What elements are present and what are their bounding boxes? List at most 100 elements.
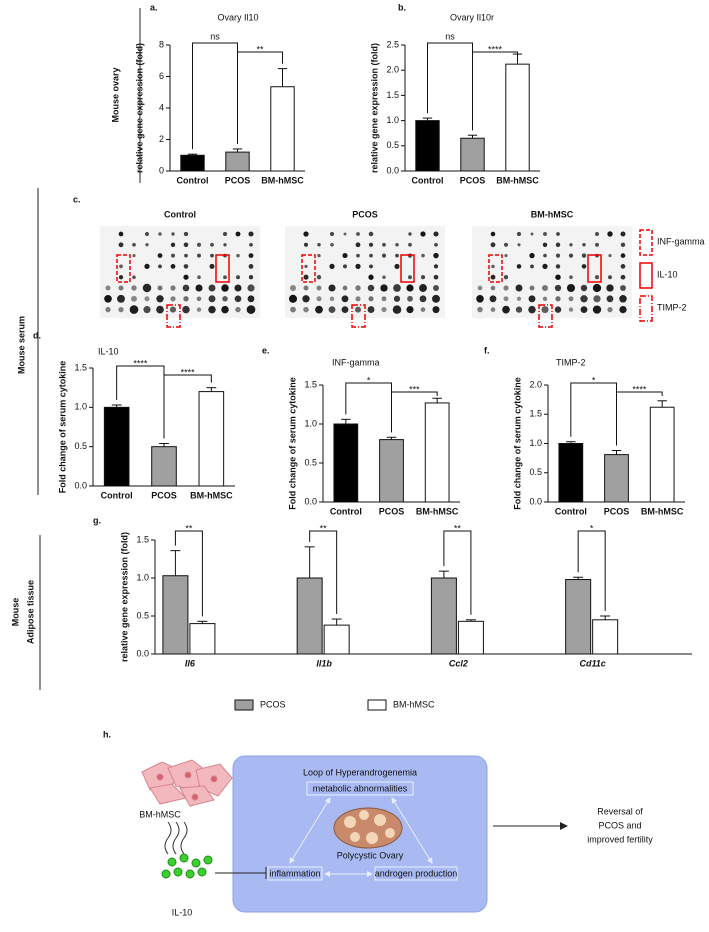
blot-dot xyxy=(529,252,535,259)
blot-dot xyxy=(247,295,255,303)
blot-dot xyxy=(131,285,137,291)
diagram-shapes xyxy=(141,755,568,913)
blot-dot xyxy=(197,275,201,279)
blot-dot xyxy=(157,253,163,258)
blot-dot xyxy=(620,285,626,291)
blot-dot xyxy=(145,243,149,247)
y-tick-label: 1.0 xyxy=(529,438,542,448)
blot-dot xyxy=(221,305,229,314)
blot-dot xyxy=(170,242,176,247)
blot-dot xyxy=(170,296,176,302)
blot-dot xyxy=(381,307,387,313)
section-label: Mouse serum xyxy=(16,316,26,374)
blot-dot xyxy=(132,254,136,258)
bar xyxy=(457,620,484,655)
blot-dot xyxy=(303,274,309,280)
blot-dot xyxy=(543,232,547,236)
y-tick-label: 6 xyxy=(159,71,164,81)
blot-dot xyxy=(105,306,111,313)
blot-dot xyxy=(236,275,240,280)
marker-box xyxy=(301,254,316,283)
blot-dot xyxy=(183,264,189,269)
node-label: metabolic abnormalities xyxy=(313,783,408,793)
x-tick-label: BM-hMSC xyxy=(496,175,539,185)
bar xyxy=(189,623,216,655)
outcome-label: Reversal of xyxy=(597,806,643,816)
blot-dot xyxy=(157,285,163,291)
x-tick-label: Control xyxy=(177,175,209,185)
node-box xyxy=(306,781,414,796)
blot-dot xyxy=(354,306,362,313)
blot-dot xyxy=(197,253,201,258)
significance-bracket xyxy=(472,51,518,131)
y-tick-label: 0.0 xyxy=(304,496,317,506)
blot-dot xyxy=(182,284,190,292)
significance-bracket xyxy=(443,530,472,615)
blot-dot xyxy=(608,275,612,280)
blot-dot xyxy=(208,284,216,292)
blot-dot xyxy=(619,295,627,303)
blot-dot xyxy=(607,306,613,313)
blot-dot xyxy=(420,275,426,280)
blot-dot xyxy=(355,242,361,248)
blot-dot xyxy=(117,294,125,303)
marker-box xyxy=(215,254,230,283)
blot-dot xyxy=(169,306,177,313)
blot-dot xyxy=(304,264,308,268)
bar xyxy=(558,443,584,503)
panel-letter: b. xyxy=(398,2,406,12)
marker-box xyxy=(351,304,366,328)
blot-dot xyxy=(248,275,254,280)
legend-box xyxy=(639,262,653,289)
blot-dot xyxy=(235,231,241,237)
blot-dot xyxy=(236,253,240,258)
significance-label: ns xyxy=(210,31,220,41)
blot-dot xyxy=(222,231,228,237)
blot-dot xyxy=(196,296,202,302)
blot-dot xyxy=(356,232,360,236)
blot-dot xyxy=(432,306,440,314)
blot-dot xyxy=(118,242,124,248)
blot-dot xyxy=(288,294,298,303)
blot-dot xyxy=(517,243,521,247)
blot-dot xyxy=(406,284,414,292)
x-tick-label: Il6 xyxy=(185,658,196,668)
blot-dot xyxy=(171,232,175,236)
bar xyxy=(103,406,130,487)
blot-dot xyxy=(569,243,573,247)
significance-bracket xyxy=(616,391,663,446)
blot-dot xyxy=(196,242,202,247)
blot-dot xyxy=(210,242,214,247)
x-tick-label: BM-hMSC xyxy=(416,506,459,516)
chart-title: Ovary Il10r xyxy=(450,12,494,22)
blot-dot xyxy=(316,296,322,302)
significance-bracket xyxy=(174,530,203,617)
blot-title: Control xyxy=(164,209,196,219)
y-tick-label: 2.0 xyxy=(386,65,399,75)
blot-dot xyxy=(568,307,574,312)
blot-dot xyxy=(607,231,613,237)
blot-dot xyxy=(516,231,522,237)
legend-label: INF-gamma xyxy=(657,236,705,246)
blot-dot xyxy=(355,296,361,302)
bar xyxy=(151,446,177,487)
blot-dot xyxy=(516,264,522,269)
blot-dot xyxy=(581,264,587,269)
blot-dot xyxy=(608,254,612,258)
bar xyxy=(333,423,359,503)
y-tick-label: 1.5 xyxy=(386,90,399,100)
node-box xyxy=(374,866,458,881)
blot-dot xyxy=(555,253,561,258)
blot-dot xyxy=(555,242,561,248)
significance-label: * xyxy=(592,375,596,385)
blot-dot xyxy=(433,231,439,237)
blot-dot xyxy=(290,306,296,313)
blot-dot xyxy=(382,275,386,279)
blot-membrane xyxy=(100,226,260,318)
marker-box xyxy=(488,254,503,283)
blot-dot xyxy=(477,285,483,291)
blot-dot xyxy=(343,264,347,269)
node-label: androgen production xyxy=(375,868,458,878)
significance-bracket xyxy=(570,382,617,446)
bar xyxy=(505,63,530,172)
